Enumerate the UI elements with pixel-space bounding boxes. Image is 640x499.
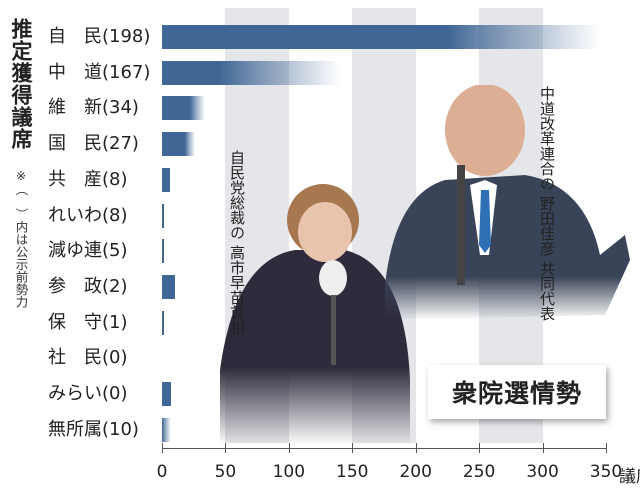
caption-takaichi: 自民党総裁の 高市早苗首相 (228, 150, 246, 335)
caption-noda-line2: 野田佳彦 (538, 195, 556, 256)
x-tick (415, 443, 417, 453)
x-tick (542, 443, 544, 453)
bar (162, 239, 164, 264)
caption-takaichi-line1: 自民党総裁の (228, 150, 246, 240)
category-label: 自 民(198) (48, 26, 151, 47)
x-tick-label: 50 (214, 462, 237, 482)
chart-note: ※（ ）内は公示前勢力 (13, 168, 29, 308)
category-label: 共 産(8) (48, 168, 128, 190)
chart-title: 推定獲得議席 (9, 18, 33, 150)
photo-takaichi (220, 184, 410, 445)
title-badge: 衆院選情勢 (428, 365, 606, 419)
x-tick-label: 100 (272, 462, 306, 482)
x-axis (162, 448, 606, 449)
x-tick (479, 443, 481, 453)
category-label: 社 民(0) (48, 347, 128, 369)
bar (162, 167, 170, 192)
x-tick-label: 200 (399, 462, 432, 482)
x-tick-label: 300 (526, 462, 559, 482)
x-tick-label: 350 (589, 462, 623, 482)
bar (162, 96, 206, 121)
bar (162, 382, 171, 406)
category-label: 減ゆ連(5) (48, 240, 128, 262)
x-tick (225, 443, 227, 453)
bar (162, 310, 164, 335)
category-label: 中 道(167) (48, 61, 151, 83)
category-label: 保 守(1) (48, 311, 128, 333)
category-label: 国 民(27) (48, 133, 139, 155)
x-axis-unit: 議席 (619, 467, 640, 487)
bar (162, 132, 195, 157)
bar (162, 60, 340, 85)
x-tick-label: 150 (336, 462, 369, 482)
category-label: 維 新(34) (48, 97, 139, 119)
x-tick (606, 443, 607, 453)
category-label: 参 政(2) (48, 275, 128, 297)
category-label: 無所属(10) (48, 418, 139, 440)
caption-noda-line3: 共同代表 (538, 260, 556, 321)
caption-noda: 中道改革連合の 野田佳彦 共同代表 (538, 86, 556, 321)
bar (162, 417, 171, 442)
bar (162, 203, 164, 228)
category-label: みらい(0) (48, 383, 128, 404)
bar (162, 274, 175, 299)
x-tick (162, 443, 163, 453)
caption-takaichi-line2: 高市早苗首相 (228, 244, 246, 335)
category-label: れいわ(8) (48, 204, 128, 226)
x-tick-label: 0 (156, 462, 168, 482)
x-tick (352, 443, 354, 453)
x-tick (288, 443, 290, 453)
photo-noda (385, 85, 630, 320)
caption-noda-line1: 中道改革連合の (538, 86, 556, 191)
bar (162, 25, 600, 49)
x-tick-label: 250 (462, 462, 496, 482)
